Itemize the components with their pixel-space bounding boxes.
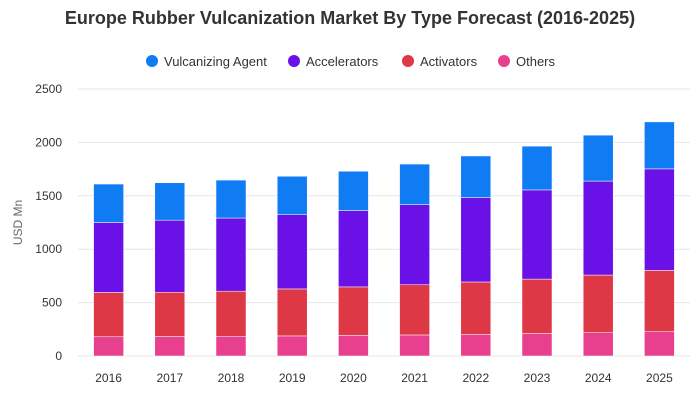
x-tick-label: 2023 xyxy=(524,371,551,385)
bar-segment xyxy=(93,183,124,223)
bar-segment xyxy=(215,179,247,219)
bar-segment xyxy=(154,219,186,293)
bar-segment xyxy=(521,189,553,280)
bar-segment xyxy=(460,334,492,357)
bar-segment xyxy=(399,204,430,286)
x-tick-label: 2022 xyxy=(462,371,489,385)
bar-segment xyxy=(582,332,614,357)
bar-segment xyxy=(276,335,308,357)
legend-marker xyxy=(288,55,300,67)
bar-segment xyxy=(338,335,369,357)
x-tick-label: 2018 xyxy=(218,371,245,385)
bar-segment xyxy=(460,197,492,283)
bar-segment xyxy=(338,210,369,288)
y-tick-label: 2500 xyxy=(35,82,62,96)
bar-segment xyxy=(154,182,186,221)
bar-segment xyxy=(460,155,492,198)
bar-segment xyxy=(582,274,614,333)
chart-title: Europe Rubber Vulcanization Market By Ty… xyxy=(64,8,636,28)
bar-segment xyxy=(460,281,492,335)
bar-segment xyxy=(644,270,675,333)
legend-label: Vulcanizing Agent xyxy=(164,54,267,69)
x-tick-label: 2017 xyxy=(156,371,183,385)
x-tick-label: 2021 xyxy=(401,371,428,385)
y-tick-label: 2000 xyxy=(35,135,62,149)
bar-segment xyxy=(521,145,553,191)
legend-label: Accelerators xyxy=(306,54,379,69)
bar-segment xyxy=(338,286,369,336)
bar-segment xyxy=(276,288,308,337)
x-tick-label: 2016 xyxy=(95,371,122,385)
bar-segment xyxy=(276,214,308,290)
bar-segment xyxy=(154,291,186,337)
bar-segment xyxy=(215,335,247,357)
bar-segment xyxy=(215,217,247,292)
bar-segment xyxy=(399,284,430,336)
x-tick-label: 2024 xyxy=(585,371,612,385)
legend-label: Others xyxy=(516,54,556,69)
bar-segment xyxy=(582,134,614,182)
bar-segment xyxy=(276,176,308,215)
legend-marker xyxy=(146,55,158,67)
bar-segment xyxy=(93,292,124,338)
bar-segment xyxy=(215,290,247,337)
x-tick-label: 2025 xyxy=(646,371,673,385)
y-tick-label: 1500 xyxy=(35,189,62,203)
legend-marker xyxy=(402,55,414,67)
bar-segment xyxy=(93,336,124,357)
y-axis-title: USD Mn xyxy=(11,200,25,245)
bar-segment xyxy=(399,334,430,357)
y-tick-label: 0 xyxy=(55,349,62,363)
bar-segment xyxy=(93,222,124,293)
x-tick-label: 2020 xyxy=(340,371,367,385)
bar-segment xyxy=(338,170,369,211)
bar-segment xyxy=(582,180,614,276)
y-tick-label: 500 xyxy=(42,296,62,310)
bar-segment xyxy=(644,331,675,357)
bar-segment xyxy=(521,333,553,357)
bar-segment xyxy=(521,278,553,334)
x-tick-label: 2019 xyxy=(279,371,306,385)
bar-segment xyxy=(154,336,186,357)
legend-marker xyxy=(498,55,510,67)
bar-segment xyxy=(644,121,675,170)
bar-segment xyxy=(644,168,675,271)
bar-segment xyxy=(399,163,430,205)
y-tick-label: 1000 xyxy=(35,242,62,256)
legend-label: Activators xyxy=(420,54,478,69)
